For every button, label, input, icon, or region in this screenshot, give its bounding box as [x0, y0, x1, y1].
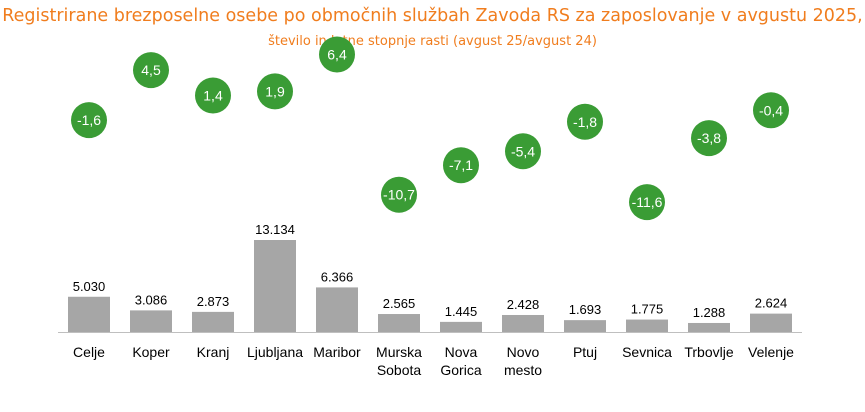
- growth-label: -1,6: [77, 112, 101, 128]
- x-tick-label: Nova: [445, 344, 478, 360]
- growth-bubble: [753, 92, 789, 129]
- data-label: 1.775: [631, 302, 664, 317]
- bar: [316, 287, 358, 332]
- growth-label: -11,6: [632, 194, 663, 210]
- growth-label: 1,4: [203, 88, 223, 104]
- x-tick-label: Celje: [73, 344, 105, 360]
- x-tick-label: Trbovlje: [684, 344, 733, 360]
- data-label: 2.624: [755, 296, 788, 311]
- x-tick-label: Velenje: [748, 344, 794, 360]
- growth-bubble: [691, 120, 727, 157]
- growth-label: -10,7: [383, 187, 415, 203]
- x-tick-label: Gorica: [440, 362, 481, 378]
- x-tick-label: Koper: [132, 344, 170, 360]
- x-tick-label: Sevnica: [622, 344, 672, 360]
- growth-bubble: [567, 103, 603, 140]
- x-tick-label: Novo: [507, 344, 540, 360]
- data-label: 13.134: [255, 222, 295, 237]
- growth-label: 4,5: [141, 62, 161, 78]
- growth-label: -0,4: [759, 102, 783, 118]
- bar: [750, 313, 792, 332]
- bar: [378, 314, 420, 332]
- growth-bubble: [381, 176, 417, 213]
- data-label: 1.445: [445, 304, 478, 319]
- growth-label: -7,1: [449, 157, 473, 173]
- chart-title: Registrirane brezposelne osebe po območn…: [2, 6, 863, 26]
- bar: [68, 296, 110, 332]
- growth-label: 1,9: [265, 83, 285, 99]
- bar: [502, 314, 544, 332]
- data-label: 1.288: [693, 305, 726, 320]
- data-label: 6.366: [321, 269, 354, 284]
- data-label: 3.086: [135, 292, 168, 307]
- x-tick-label: Ptuj: [573, 344, 597, 360]
- growth-bubble: [71, 102, 107, 139]
- growth-label: 6,4: [327, 47, 347, 63]
- growth-bubble: [195, 77, 231, 114]
- data-label: 2.873: [197, 294, 230, 309]
- growth-bubble: [133, 52, 169, 89]
- bar: [688, 322, 730, 332]
- bar: [254, 240, 296, 332]
- bar: [192, 311, 234, 332]
- growth-label: -1,8: [573, 114, 597, 130]
- data-label: 1.693: [569, 302, 602, 317]
- growth-bubble: [629, 184, 665, 221]
- growth-label: -3,8: [697, 130, 721, 146]
- growth-bubble: [319, 36, 355, 73]
- data-label: 2.428: [507, 297, 540, 312]
- bar: [564, 320, 606, 332]
- x-tick-label: Murska: [376, 344, 422, 360]
- x-tick-label: Sobota: [377, 362, 422, 378]
- data-label: 2.565: [383, 296, 416, 311]
- data-label: 5.030: [73, 279, 106, 294]
- bar: [626, 319, 668, 332]
- x-tick-label: Kranj: [197, 344, 230, 360]
- x-tick-label: Ljubljana: [247, 344, 303, 360]
- x-tick-label: mesto: [504, 362, 542, 378]
- bar: [440, 321, 482, 332]
- growth-bubble: [505, 133, 541, 170]
- growth-label: -5,4: [511, 143, 535, 159]
- x-tick-label: Maribor: [313, 344, 361, 360]
- bar: [130, 310, 172, 332]
- growth-bubble: [443, 147, 479, 184]
- growth-bubble: [257, 73, 293, 110]
